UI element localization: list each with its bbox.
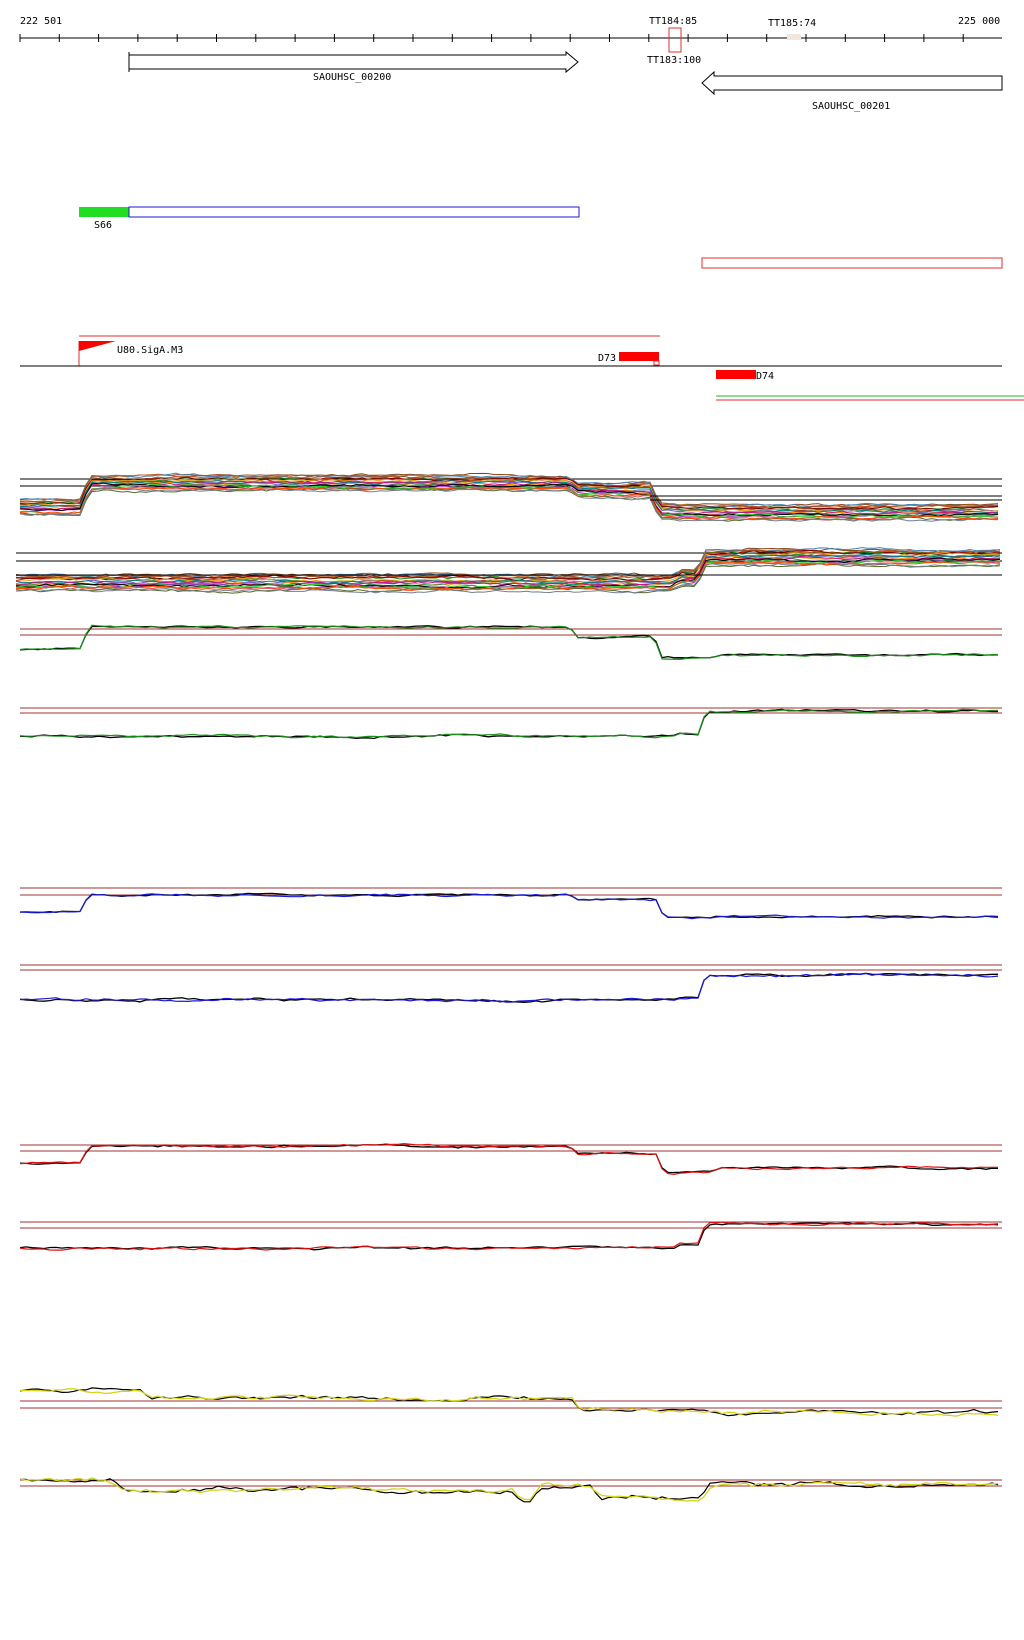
promoter-label: U80.SigA.M3 [117, 345, 183, 356]
expression-track-all-conditions-reverse [15, 547, 1002, 594]
axis-start-label: 222 501 [20, 16, 62, 27]
coordinate-axis: 222 501 225 000 [19, 16, 1002, 42]
expression-profile-line [19, 480, 998, 515]
segment-red-region[interactable] [701, 257, 1003, 269]
expression-profile-line [15, 549, 1000, 581]
axis-ticks [19, 34, 964, 42]
expression-profile-line [15, 562, 1001, 594]
segment-track: S66 [79, 206, 1003, 269]
gene-arrow-forward[interactable] [128, 50, 579, 74]
expression-profile-line [19, 480, 999, 515]
terminator-marker-tt184[interactable] [668, 27, 682, 53]
expression-track-yellow-reverse [19, 1477, 1002, 1503]
promoter-flag[interactable] [79, 341, 116, 351]
segment-label-s66: S66 [94, 220, 112, 231]
down-feature-d74[interactable] [716, 370, 756, 379]
expression-track-red-reverse [19, 1221, 1002, 1251]
down-feature-d73-tip [653, 360, 660, 366]
expression-profile-line [19, 708, 998, 739]
feature-track: U80.SigA.M3 D73 D74 [20, 335, 1024, 401]
expression-profile-line [15, 554, 1000, 585]
expression-track-green-forward [19, 624, 1002, 661]
expression-track-blue-reverse [19, 964, 1002, 1003]
terminator-track: TT184:85 TT185:74 TT183:100 [647, 16, 816, 66]
expression-profile-line [19, 1221, 999, 1251]
expression-track-all-conditions-forward [19, 472, 1002, 522]
expression-profile-line [19, 1477, 999, 1502]
expression-profile-line [19, 625, 999, 659]
expression-profile-line [19, 892, 999, 919]
expression-profile-line [19, 1142, 999, 1176]
segment-blue-region[interactable] [128, 206, 580, 218]
expression-profile-line [19, 893, 999, 920]
down-feature-d73[interactable] [619, 352, 659, 361]
gene-track: SAOUHSC_00200 SAOUHSC_00201 [128, 50, 1003, 112]
down-feature-label-d74: D74 [756, 371, 774, 382]
gene-saouhsc-00201[interactable]: SAOUHSC_00201 [701, 70, 1003, 112]
expression-profile-line [15, 547, 1001, 579]
expression-track-green-reverse [19, 707, 1002, 740]
expression-track-yellow-forward [19, 1387, 1002, 1417]
expression-track-blue-forward [19, 887, 1002, 920]
expression-profile-line [19, 482, 998, 518]
expression-profile-line [19, 487, 999, 522]
terminator-label-tt185: TT185:74 [768, 18, 816, 29]
terminator-marker-tt185[interactable] [787, 34, 801, 40]
gene-arrow-reverse[interactable] [701, 70, 1003, 96]
expression-profile-line [19, 1478, 999, 1503]
expression-profile-line [19, 972, 999, 1003]
expression-profile-line [15, 557, 1001, 589]
expression-profile-line [15, 553, 1001, 586]
expression-profile-line [19, 972, 998, 1003]
expression-profile-line [19, 1222, 999, 1251]
expression-profile-line [19, 624, 999, 661]
expression-profiles [15, 472, 1002, 1503]
gene-saouhsc-00200[interactable]: SAOUHSC_00200 [128, 50, 579, 83]
expression-profile-line [19, 476, 999, 511]
expression-profile-line [19, 708, 998, 740]
expression-profile-line [19, 1388, 999, 1417]
terminator-label-tt183: TT183:100 [647, 55, 701, 66]
segment-s66-block[interactable] [79, 207, 129, 217]
expression-profile-line [19, 486, 999, 520]
gene-label-saouhsc-00200: SAOUHSC_00200 [313, 72, 391, 83]
expression-track-red-forward [19, 1142, 1002, 1176]
gene-label-saouhsc-00201: SAOUHSC_00201 [812, 101, 890, 112]
down-feature-label-d73: D73 [598, 353, 616, 364]
terminator-label-tt184: TT184:85 [649, 16, 697, 27]
axis-end-label: 225 000 [958, 16, 1000, 27]
expression-profile-line [19, 1387, 999, 1417]
